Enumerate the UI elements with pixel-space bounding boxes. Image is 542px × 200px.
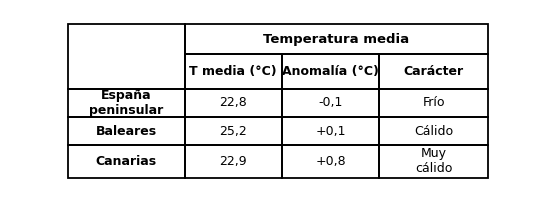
Text: +0,1: +0,1 bbox=[315, 125, 346, 138]
Bar bbox=[184, 89, 282, 117]
Bar bbox=[184, 24, 488, 54]
Text: España
peninsular: España peninsular bbox=[89, 89, 163, 117]
Text: 22,8: 22,8 bbox=[220, 96, 247, 109]
Bar bbox=[184, 117, 282, 145]
Bar bbox=[184, 145, 282, 178]
Bar bbox=[282, 145, 379, 178]
Text: Carácter: Carácter bbox=[404, 65, 463, 78]
Bar bbox=[379, 117, 488, 145]
Bar bbox=[379, 145, 488, 178]
Text: Baleares: Baleares bbox=[95, 125, 157, 138]
Bar bbox=[184, 54, 282, 89]
Text: +0,8: +0,8 bbox=[315, 155, 346, 168]
Bar bbox=[379, 54, 488, 89]
Bar bbox=[68, 89, 184, 117]
Text: Canarias: Canarias bbox=[95, 155, 157, 168]
Text: Frío: Frío bbox=[422, 96, 445, 109]
Text: Muy
cálido: Muy cálido bbox=[415, 147, 453, 175]
Text: Cálido: Cálido bbox=[414, 125, 453, 138]
Bar bbox=[282, 89, 379, 117]
Text: -0,1: -0,1 bbox=[319, 96, 343, 109]
Bar bbox=[68, 24, 184, 89]
Text: 22,9: 22,9 bbox=[220, 155, 247, 168]
Bar bbox=[282, 54, 379, 89]
Text: Anomalía (°C): Anomalía (°C) bbox=[282, 65, 379, 78]
Text: 25,2: 25,2 bbox=[220, 125, 247, 138]
Text: T media (°C): T media (°C) bbox=[190, 65, 277, 78]
Bar bbox=[282, 117, 379, 145]
Bar bbox=[68, 117, 184, 145]
Text: Temperatura media: Temperatura media bbox=[263, 33, 409, 46]
Bar bbox=[379, 89, 488, 117]
Bar bbox=[68, 145, 184, 178]
